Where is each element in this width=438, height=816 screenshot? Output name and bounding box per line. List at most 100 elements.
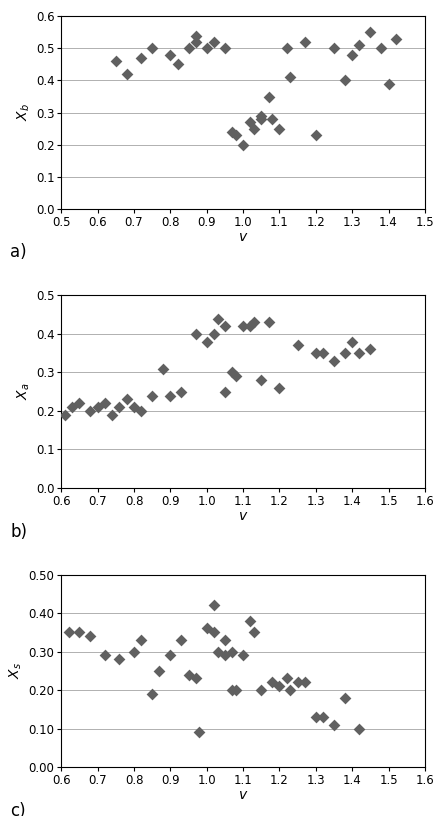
X-axis label: v: v [239, 230, 247, 244]
Point [174, 58, 181, 71]
Point [258, 109, 265, 122]
Point [138, 51, 145, 64]
Point [221, 42, 229, 55]
Point [211, 599, 218, 612]
Point [178, 633, 185, 646]
Point [61, 408, 68, 421]
Point [294, 339, 301, 352]
Point [185, 668, 192, 681]
Point [356, 347, 363, 360]
Point [312, 347, 319, 360]
Point [240, 649, 247, 662]
Point [94, 401, 101, 414]
Point [232, 370, 239, 383]
Point [247, 116, 254, 129]
Point [76, 626, 83, 639]
Point [265, 316, 272, 329]
Point [392, 33, 399, 46]
Point [123, 68, 130, 81]
Point [159, 362, 166, 375]
Point [229, 126, 236, 139]
Point [112, 55, 119, 68]
Y-axis label: $X_a$: $X_a$ [15, 383, 32, 401]
Point [192, 29, 199, 42]
Point [341, 691, 348, 704]
Point [87, 630, 94, 643]
Point [214, 312, 221, 325]
Point [196, 726, 203, 739]
Point [268, 676, 276, 689]
Point [251, 122, 258, 135]
Point [156, 664, 163, 677]
Point [320, 711, 327, 724]
Point [258, 374, 265, 387]
Point [229, 684, 236, 697]
Point [247, 320, 254, 333]
Point [149, 389, 156, 402]
Point [131, 645, 138, 658]
Point [301, 35, 308, 48]
Point [240, 138, 247, 151]
Point [349, 335, 356, 348]
Point [76, 397, 83, 410]
Point [192, 35, 199, 48]
Point [367, 26, 374, 39]
Point [331, 718, 338, 731]
Point [102, 649, 109, 662]
Point [294, 676, 301, 689]
Point [240, 320, 247, 333]
Point [385, 78, 392, 91]
Point [131, 401, 138, 414]
Point [65, 626, 72, 639]
Point [331, 354, 338, 367]
Point [301, 676, 308, 689]
Point [222, 649, 229, 662]
Point [378, 42, 385, 55]
Point [232, 128, 239, 141]
Point [116, 653, 123, 666]
Point [341, 74, 348, 87]
Point [87, 405, 94, 418]
Point [312, 711, 319, 724]
Point [283, 672, 290, 685]
Point [276, 680, 283, 693]
Point [251, 626, 258, 639]
Point [214, 645, 221, 658]
Y-axis label: $X_s$: $X_s$ [8, 663, 24, 679]
X-axis label: v: v [239, 788, 247, 802]
Point [341, 347, 348, 360]
Point [287, 684, 294, 697]
Point [356, 38, 363, 51]
Point [149, 42, 156, 55]
Point [203, 42, 210, 55]
Point [276, 381, 283, 394]
Point [138, 633, 145, 646]
Point [312, 128, 319, 141]
Point [222, 320, 229, 333]
Text: c): c) [11, 801, 26, 816]
Point [211, 626, 218, 639]
Point [287, 71, 294, 84]
Point [178, 385, 185, 398]
X-axis label: v: v [239, 509, 247, 523]
Point [211, 327, 218, 340]
Point [149, 687, 156, 700]
Point [283, 42, 290, 55]
Point [232, 684, 239, 697]
Point [192, 672, 199, 685]
Point [222, 385, 229, 398]
Point [229, 645, 236, 658]
Point [258, 113, 265, 126]
Point [203, 622, 210, 635]
Point [247, 614, 254, 628]
Point [123, 392, 130, 406]
Point [367, 343, 374, 356]
Point [138, 405, 145, 418]
Text: a): a) [11, 243, 27, 261]
Point [211, 35, 218, 48]
Text: b): b) [11, 522, 28, 540]
Point [276, 122, 283, 135]
Point [320, 347, 327, 360]
Point [185, 42, 192, 55]
Point [251, 316, 258, 329]
